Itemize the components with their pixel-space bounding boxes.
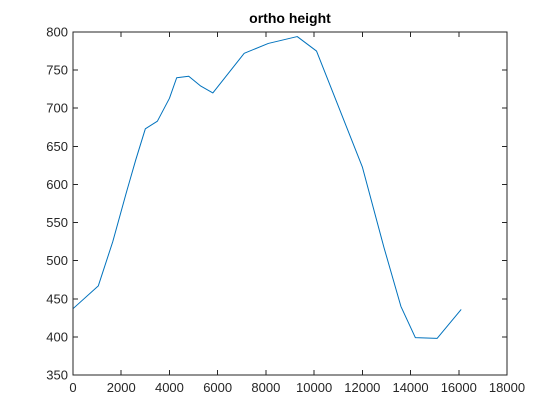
- chart-title: ortho height: [249, 10, 331, 26]
- y-tick-label: 800: [46, 25, 68, 40]
- x-tick-label: 10000: [296, 380, 332, 395]
- y-tick-label: 400: [46, 329, 68, 344]
- y-tick-label: 350: [46, 368, 68, 383]
- x-tick-label: 14000: [392, 380, 428, 395]
- y-tick-label: 450: [46, 291, 68, 306]
- x-tick-label: 16000: [441, 380, 477, 395]
- y-tick-label: 500: [46, 253, 68, 268]
- x-tick-label: 2000: [107, 380, 136, 395]
- series-layer: [72, 36, 462, 339]
- y-tick-label: 600: [46, 177, 68, 192]
- plot-area: [73, 32, 507, 375]
- x-tick-label: 0: [69, 380, 76, 395]
- x-tick-label: 4000: [155, 380, 184, 395]
- x-tick-label: 18000: [489, 380, 525, 395]
- series-line: [72, 36, 462, 339]
- x-tick-label: 8000: [251, 380, 280, 395]
- y-tick-label: 700: [46, 101, 68, 116]
- y-axis: 350 400 450 500 550 600 650 700 750 800: [46, 25, 507, 383]
- x-axis: 0 2000 4000 6000 8000 10000 12000 14000 16000 180…: [69, 32, 525, 395]
- axes-box: [72, 31, 508, 376]
- y-tick-label: 750: [46, 63, 68, 78]
- x-tick-label: 12000: [344, 380, 380, 395]
- y-tick-label: 550: [46, 215, 68, 230]
- x-tick-label: 6000: [203, 380, 232, 395]
- y-tick-label: 650: [46, 139, 68, 154]
